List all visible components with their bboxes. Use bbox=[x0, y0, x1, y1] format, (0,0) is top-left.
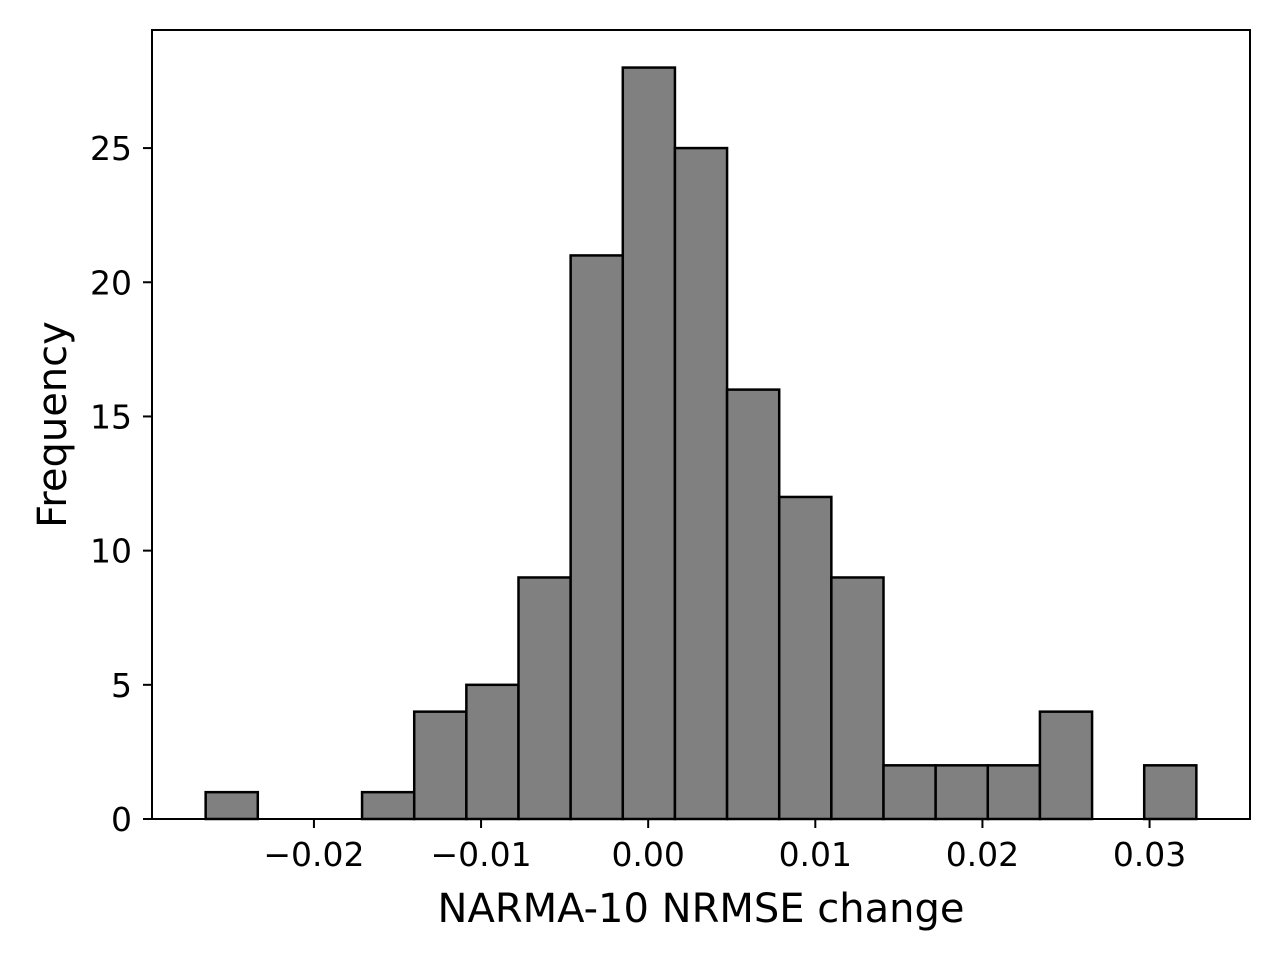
y-axis-label: Frequency bbox=[30, 321, 76, 528]
x-axis-label: NARMA-10 NRMSE change bbox=[438, 886, 965, 932]
histogram-bar bbox=[621, 66, 677, 821]
histogram-bar bbox=[412, 710, 468, 821]
histogram-bar bbox=[777, 495, 833, 821]
x-tick-label: 0.00 bbox=[611, 835, 684, 874]
histogram-bar bbox=[986, 764, 1042, 821]
y-tick-label: 15 bbox=[90, 397, 132, 436]
bars-group bbox=[204, 66, 1198, 821]
x-tick-label: −0.01 bbox=[430, 835, 531, 874]
histogram-bar bbox=[517, 576, 572, 821]
histogram-bar bbox=[830, 576, 885, 821]
y-tick-label: 10 bbox=[90, 532, 132, 571]
plot-frame bbox=[151, 29, 1251, 820]
histogram-bar bbox=[725, 388, 781, 821]
y-tick-label: 25 bbox=[90, 129, 132, 168]
x-tick-label: 0.03 bbox=[1113, 835, 1186, 874]
y-tick-label: 0 bbox=[111, 800, 132, 839]
histogram-bar bbox=[673, 146, 729, 821]
x-tick-label: 0.02 bbox=[946, 835, 1019, 874]
histogram-bar bbox=[882, 764, 937, 821]
y-tick-label: 20 bbox=[90, 263, 132, 302]
x-tick-label: 0.01 bbox=[779, 835, 852, 874]
x-axis-ticks: −0.02 −0.01 0.00 0.01 0.02 0.03 bbox=[263, 819, 1186, 874]
histogram-bar bbox=[465, 683, 520, 821]
x-tick-label: −0.02 bbox=[263, 835, 364, 874]
histogram-bar bbox=[1038, 710, 1094, 821]
histogram-bar bbox=[360, 790, 416, 821]
histogram-bar bbox=[934, 764, 990, 821]
histogram-bar bbox=[1142, 764, 1198, 821]
y-tick-label: 5 bbox=[111, 666, 132, 705]
y-axis-ticks: 0 5 10 15 20 25 bbox=[90, 129, 152, 839]
histogram-bar bbox=[204, 790, 260, 821]
histogram-bar bbox=[569, 254, 625, 821]
